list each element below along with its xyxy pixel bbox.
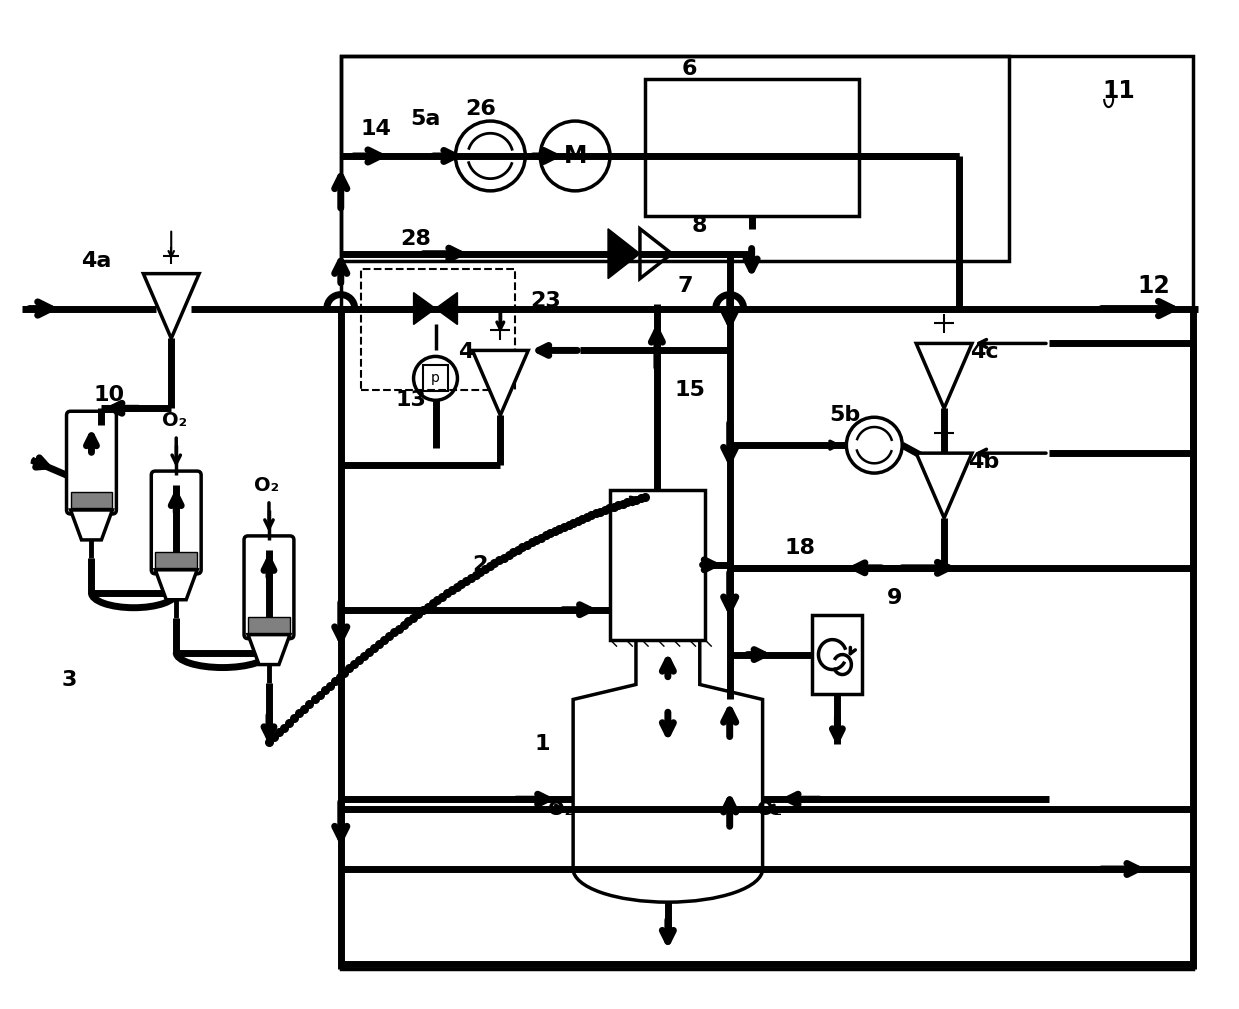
Text: 12: 12 [1137,273,1170,298]
Text: M: M [564,144,587,167]
Bar [610,490,705,640]
Text: 28: 28 [400,229,431,249]
Text: O₂: O₂ [254,475,280,494]
Polygon shape [435,293,457,325]
Text: 2: 2 [473,555,488,575]
Text: O₂: O₂ [757,800,782,818]
Bar [71,492,113,508]
Text: p: p [431,371,440,385]
Text: O₂: O₂ [548,800,572,818]
Text: 4c: 4c [970,342,999,362]
Text: 7: 7 [676,275,693,296]
Polygon shape [71,510,113,540]
Bar [248,616,290,633]
Text: 14: 14 [361,119,392,139]
Text: 15: 15 [674,380,705,401]
Text: 13: 13 [395,390,426,411]
Bar [155,552,197,568]
Polygon shape [155,570,197,599]
Text: 9: 9 [887,588,902,607]
Bar [422,365,449,391]
Polygon shape [414,293,435,325]
Text: 10: 10 [94,385,125,406]
Text: 4a: 4a [82,250,112,270]
Text: 26: 26 [465,99,496,119]
Polygon shape [916,343,973,409]
Text: 4b: 4b [969,452,1000,472]
Text: 4: 4 [457,342,473,362]
Text: 1: 1 [534,735,550,755]
Text: 8: 8 [693,216,707,236]
Text: 3: 3 [62,670,77,689]
Text: 23: 23 [530,291,560,311]
Text: O₂: O₂ [161,411,187,430]
Polygon shape [608,229,641,278]
Bar [361,268,515,390]
Polygon shape [472,350,528,416]
Text: 11: 11 [1103,79,1135,103]
Text: 18: 18 [784,538,815,558]
Bar [646,79,860,216]
Polygon shape [144,273,199,338]
Polygon shape [248,635,290,665]
Text: 6: 6 [681,60,698,79]
Bar [813,614,862,694]
Text: 5b: 5b [829,406,860,425]
Text: 5a: 5a [410,109,441,129]
Bar [341,57,1193,969]
Polygon shape [916,453,973,518]
Bar [341,57,1009,260]
